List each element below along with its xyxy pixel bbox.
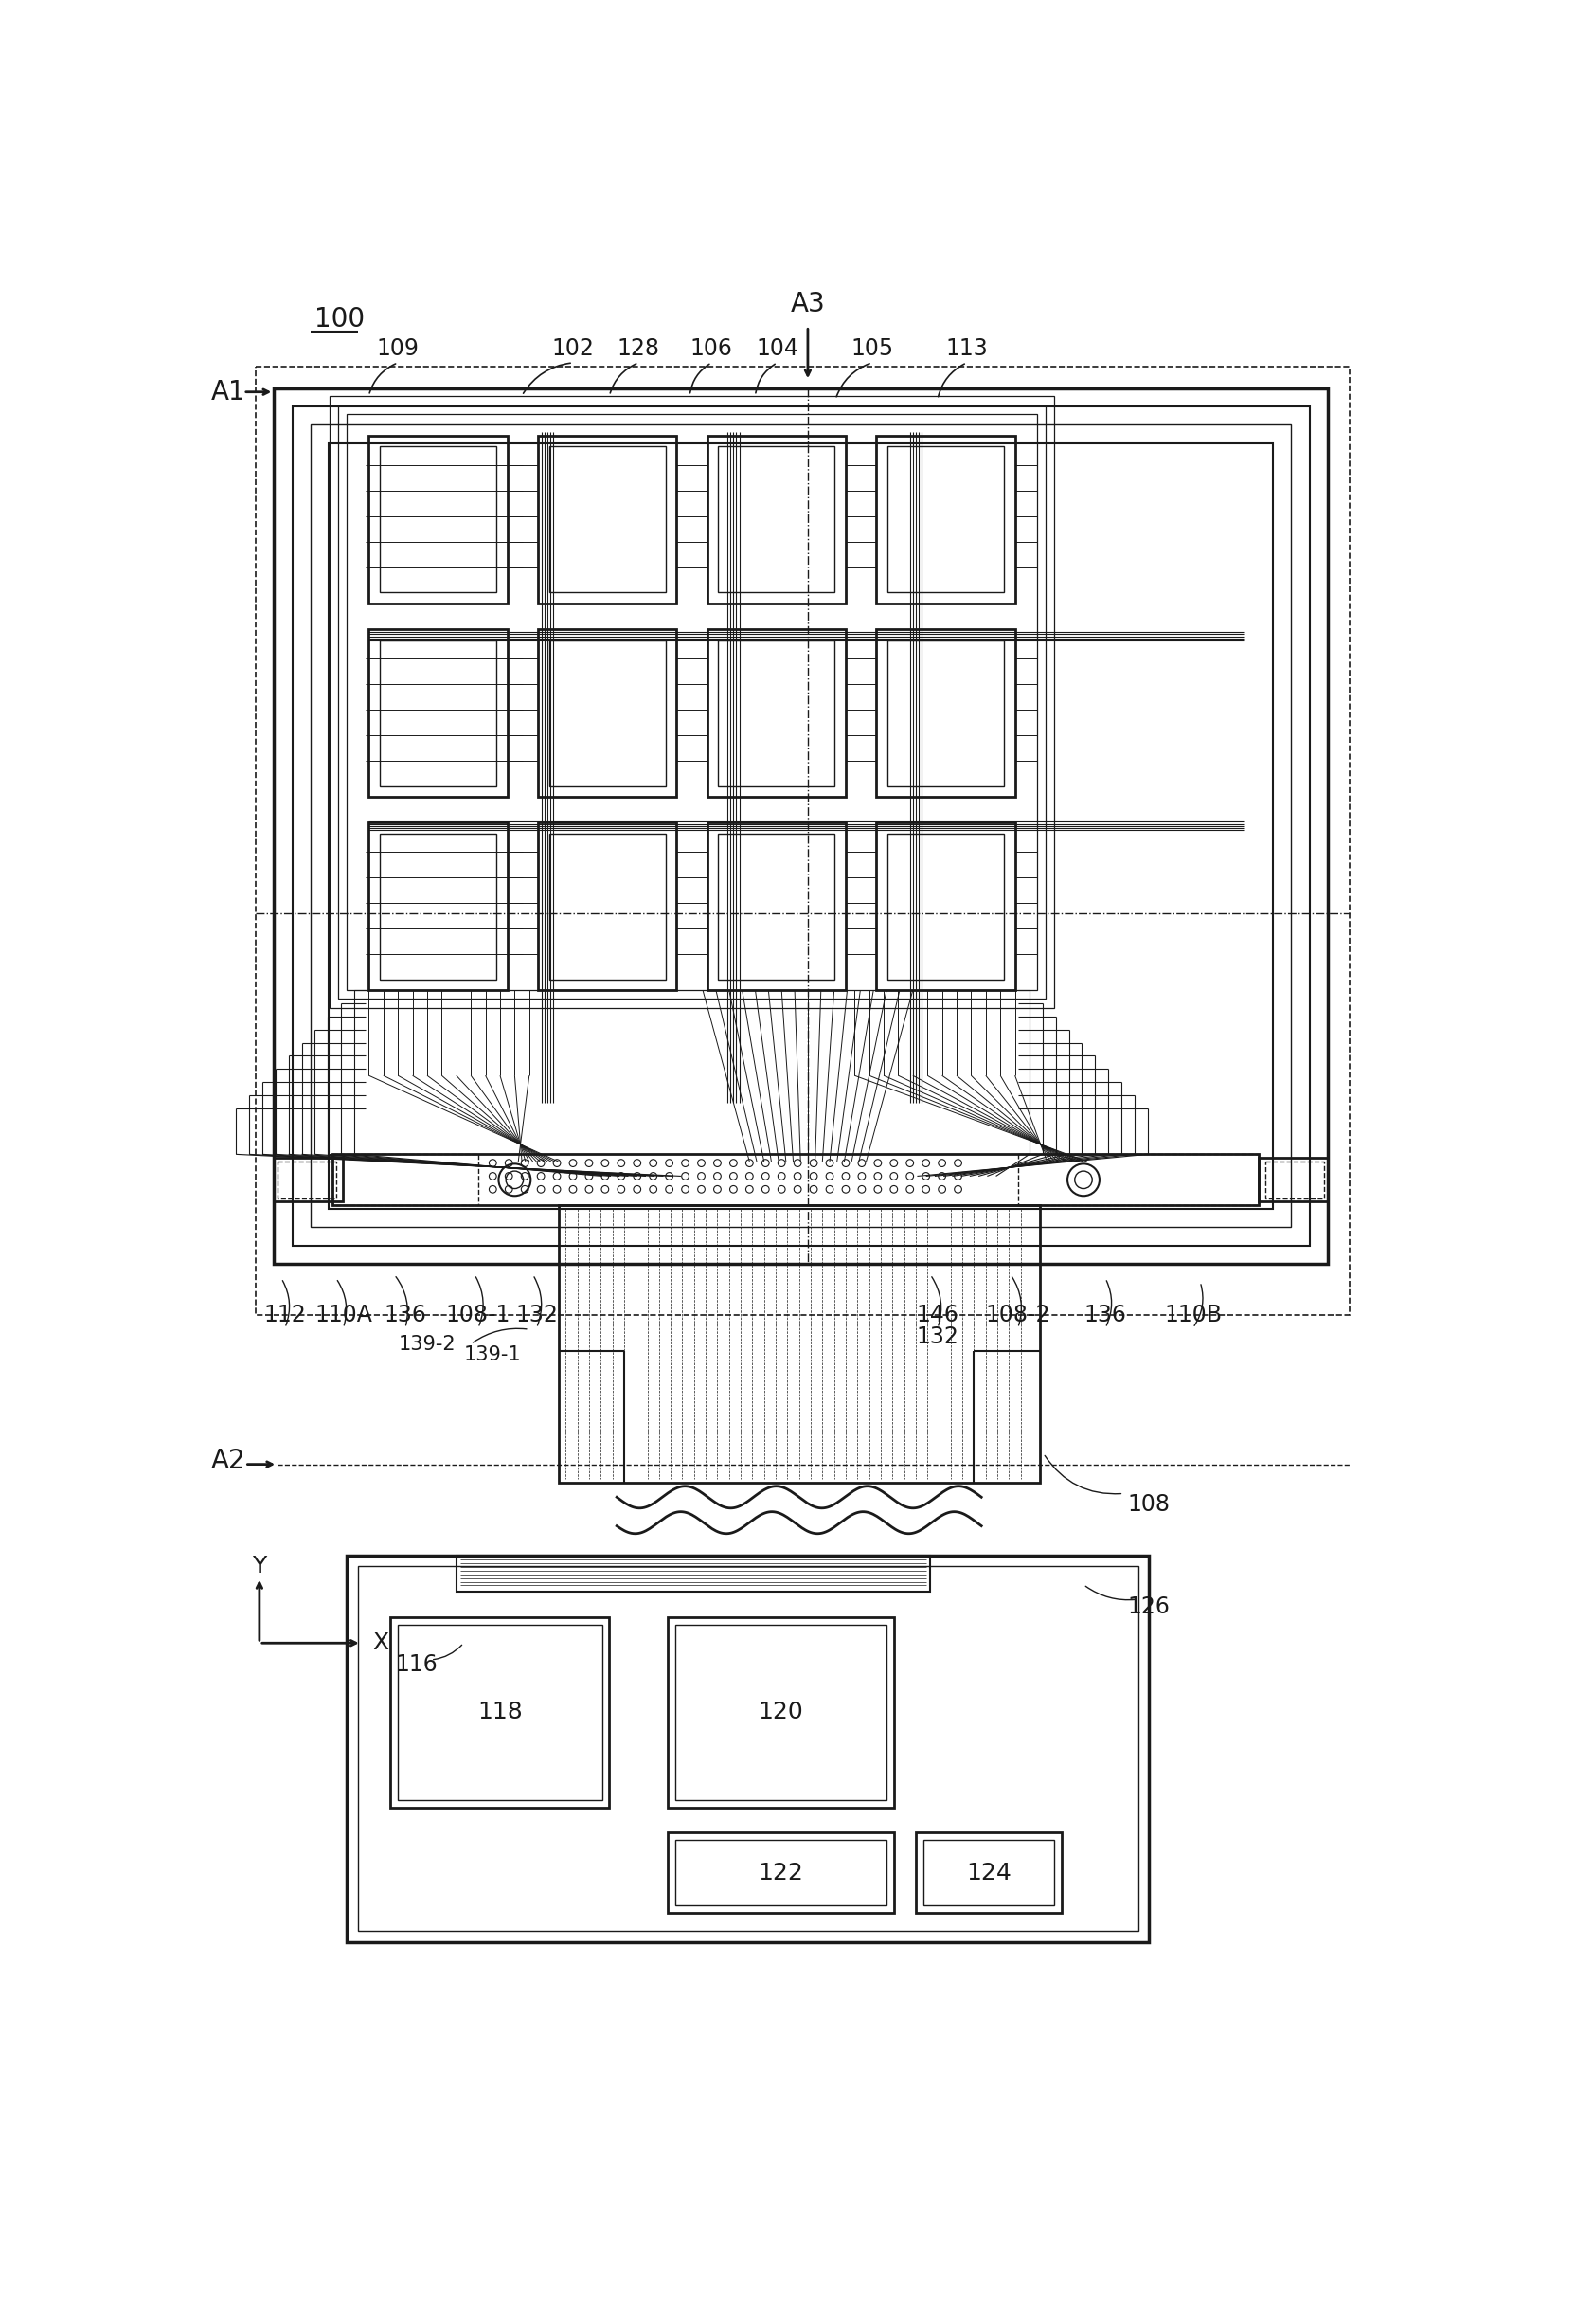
Text: 139-1: 139-1: [463, 1346, 522, 1364]
Bar: [717, 834, 834, 978]
Bar: [922, 1841, 1054, 1906]
Bar: [347, 414, 1035, 990]
Text: 112: 112: [263, 1304, 306, 1327]
Bar: [675, 1841, 886, 1906]
Bar: [706, 435, 845, 604]
Bar: [1266, 1162, 1324, 1199]
Bar: [717, 639, 834, 786]
Text: 100: 100: [314, 307, 364, 332]
Text: 139-2: 139-2: [399, 1334, 455, 1353]
Text: Y: Y: [252, 1555, 266, 1578]
Bar: [369, 630, 507, 797]
Bar: [391, 1618, 608, 1808]
Bar: [537, 823, 676, 990]
Bar: [887, 446, 1004, 593]
Text: A1: A1: [211, 379, 246, 404]
Bar: [667, 1618, 894, 1808]
Bar: [667, 1834, 894, 1913]
Text: X: X: [372, 1631, 388, 1655]
Text: 124: 124: [966, 1862, 1010, 1885]
Text: 126: 126: [1127, 1594, 1169, 1618]
Text: 128: 128: [616, 337, 659, 360]
Text: 113: 113: [946, 337, 988, 360]
Bar: [876, 823, 1015, 990]
Bar: [397, 1624, 602, 1799]
Text: 122: 122: [758, 1862, 804, 1885]
Bar: [333, 1155, 478, 1206]
Text: 108-2: 108-2: [985, 1304, 1050, 1327]
Text: 110B: 110B: [1163, 1304, 1221, 1327]
Bar: [675, 1624, 886, 1799]
Text: 116: 116: [394, 1655, 437, 1676]
Bar: [717, 446, 834, 593]
Text: 118: 118: [478, 1701, 522, 1724]
Bar: [329, 397, 1054, 1009]
Bar: [277, 1162, 336, 1199]
Text: 104: 104: [755, 337, 797, 360]
Bar: [333, 1155, 1258, 1206]
Bar: [916, 1834, 1061, 1913]
Bar: [255, 367, 1349, 1315]
Text: 108: 108: [1127, 1492, 1169, 1515]
Bar: [274, 1157, 344, 1202]
Text: 132: 132: [515, 1304, 558, 1327]
Bar: [548, 639, 665, 786]
Text: 136: 136: [1083, 1304, 1125, 1327]
Text: 132: 132: [916, 1325, 958, 1348]
Bar: [380, 834, 496, 978]
Text: 108-1: 108-1: [446, 1304, 511, 1327]
Bar: [380, 446, 496, 593]
Bar: [887, 639, 1004, 786]
Bar: [369, 435, 507, 604]
Bar: [706, 823, 845, 990]
Bar: [548, 446, 665, 593]
Bar: [548, 834, 665, 978]
Text: A2: A2: [211, 1448, 246, 1473]
Bar: [876, 630, 1015, 797]
Text: 102: 102: [552, 337, 594, 360]
Bar: [310, 425, 1291, 1227]
Bar: [369, 823, 507, 990]
Text: 106: 106: [690, 337, 733, 360]
Bar: [887, 834, 1004, 978]
Bar: [1017, 1155, 1258, 1206]
Bar: [876, 435, 1015, 604]
Bar: [337, 404, 1045, 999]
Text: A3: A3: [790, 290, 824, 318]
Bar: [1258, 1157, 1327, 1202]
Bar: [274, 388, 1327, 1264]
Bar: [292, 407, 1308, 1246]
Bar: [328, 444, 1272, 1208]
Bar: [455, 1555, 930, 1592]
Text: 146: 146: [916, 1304, 958, 1327]
Bar: [537, 630, 676, 797]
Bar: [558, 1206, 1039, 1483]
Text: 136: 136: [385, 1304, 426, 1327]
Bar: [347, 1555, 1149, 1943]
Text: 110A: 110A: [314, 1304, 372, 1327]
Bar: [380, 639, 496, 786]
Bar: [358, 1566, 1138, 1931]
Text: 120: 120: [758, 1701, 802, 1724]
Text: 109: 109: [377, 337, 419, 360]
Bar: [537, 435, 676, 604]
Text: 105: 105: [849, 337, 894, 360]
Bar: [706, 630, 845, 797]
